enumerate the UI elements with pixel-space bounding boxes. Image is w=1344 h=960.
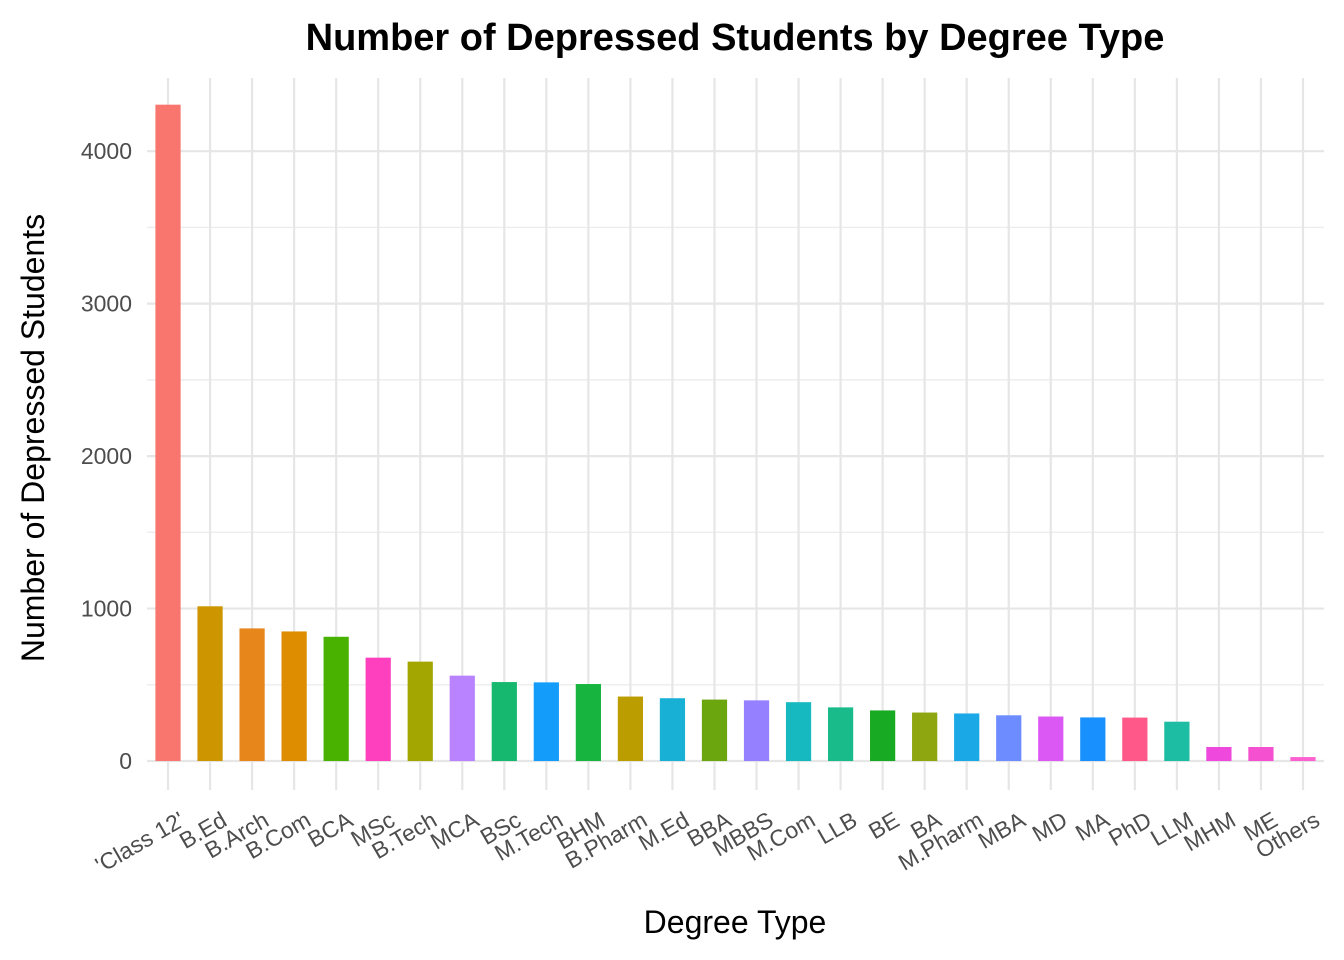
bar (1248, 747, 1274, 762)
bar (1206, 747, 1232, 762)
bar (1290, 757, 1316, 762)
chart-title: Number of Depressed Students by Degree T… (306, 17, 1165, 59)
y-tick-label: 0 (119, 748, 132, 774)
bar (996, 715, 1022, 762)
y-tick-label: 1000 (81, 596, 132, 622)
bar (870, 710, 896, 762)
bar (197, 606, 223, 762)
x-tick-label: MBA (973, 806, 1030, 854)
x-tick-label: 'Class 12' (91, 806, 189, 878)
bar (912, 712, 938, 762)
bar (281, 631, 307, 762)
x-tick-label: M.Pharm (894, 806, 988, 875)
bar (785, 702, 812, 762)
bar (365, 657, 391, 762)
bar (743, 700, 770, 762)
bar (701, 699, 728, 762)
y-tick-label: 2000 (81, 443, 132, 469)
y-tick-label: 4000 (81, 138, 132, 164)
x-axis-ticks: 'Class 12'B.EdB.ArchB.ComBCAMScB.TechMCA… (91, 806, 1324, 878)
bar (449, 675, 475, 762)
bars (155, 104, 1316, 762)
bar (954, 713, 980, 762)
bar (1122, 717, 1148, 762)
bar (659, 698, 686, 762)
bar (491, 682, 517, 762)
bar (323, 636, 349, 762)
y-axis-ticks: 0 1000 2000 3000 4000 (81, 138, 132, 774)
x-tick-label: MCA (426, 806, 484, 854)
bar (1080, 717, 1106, 762)
x-tick-label: BE (864, 806, 904, 844)
bar (617, 696, 644, 762)
bar (1038, 716, 1064, 762)
bar (575, 684, 601, 762)
x-tick-label: MD (1028, 806, 1072, 846)
x-axis-title: Degree Type (644, 904, 827, 940)
x-tick-label: LLB (813, 806, 861, 849)
bar (1164, 721, 1190, 762)
bar (827, 707, 854, 762)
bar (155, 104, 181, 762)
y-axis-title: Number of Depressed Students (15, 214, 51, 662)
bar (239, 628, 265, 762)
bar (533, 682, 559, 762)
bar (407, 661, 433, 762)
y-tick-label: 3000 (81, 291, 132, 317)
